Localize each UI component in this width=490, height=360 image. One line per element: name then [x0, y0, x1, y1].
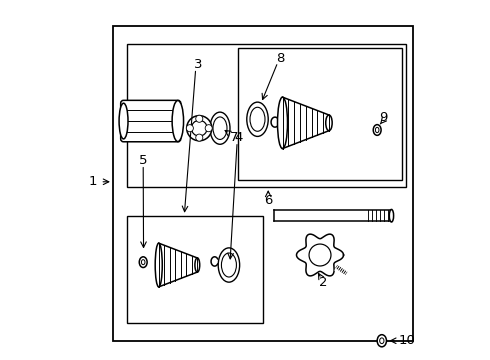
Ellipse shape — [247, 102, 268, 136]
Circle shape — [192, 120, 207, 136]
Ellipse shape — [373, 125, 381, 135]
Ellipse shape — [142, 260, 145, 265]
Bar — [113, 26, 413, 341]
Text: 3: 3 — [195, 58, 203, 72]
Text: 1: 1 — [89, 175, 98, 188]
Bar — [127, 44, 406, 187]
Ellipse shape — [326, 115, 332, 131]
Bar — [127, 216, 263, 323]
Text: 4: 4 — [234, 131, 243, 144]
Ellipse shape — [172, 100, 184, 141]
FancyBboxPatch shape — [121, 100, 181, 142]
Circle shape — [196, 134, 203, 141]
Ellipse shape — [213, 117, 227, 139]
Text: 6: 6 — [264, 194, 272, 207]
Bar — [238, 48, 402, 180]
Ellipse shape — [390, 210, 393, 222]
Ellipse shape — [277, 97, 288, 149]
Circle shape — [196, 115, 203, 122]
Ellipse shape — [218, 248, 240, 282]
Circle shape — [205, 125, 212, 132]
Text: 10: 10 — [398, 334, 416, 347]
Ellipse shape — [119, 103, 128, 139]
Text: 9: 9 — [379, 111, 388, 124]
Circle shape — [187, 116, 212, 141]
Text: 8: 8 — [276, 52, 285, 65]
Ellipse shape — [155, 243, 162, 287]
Text: 5: 5 — [139, 154, 147, 167]
Polygon shape — [296, 234, 343, 276]
Ellipse shape — [195, 258, 200, 272]
Ellipse shape — [380, 338, 384, 343]
Ellipse shape — [139, 257, 147, 267]
Ellipse shape — [375, 127, 379, 133]
Text: 7: 7 — [230, 131, 239, 144]
Ellipse shape — [250, 107, 265, 131]
Text: 2: 2 — [318, 276, 327, 289]
Ellipse shape — [377, 335, 387, 347]
Ellipse shape — [210, 112, 230, 144]
Ellipse shape — [221, 253, 237, 277]
Circle shape — [186, 125, 194, 132]
Circle shape — [309, 244, 331, 266]
